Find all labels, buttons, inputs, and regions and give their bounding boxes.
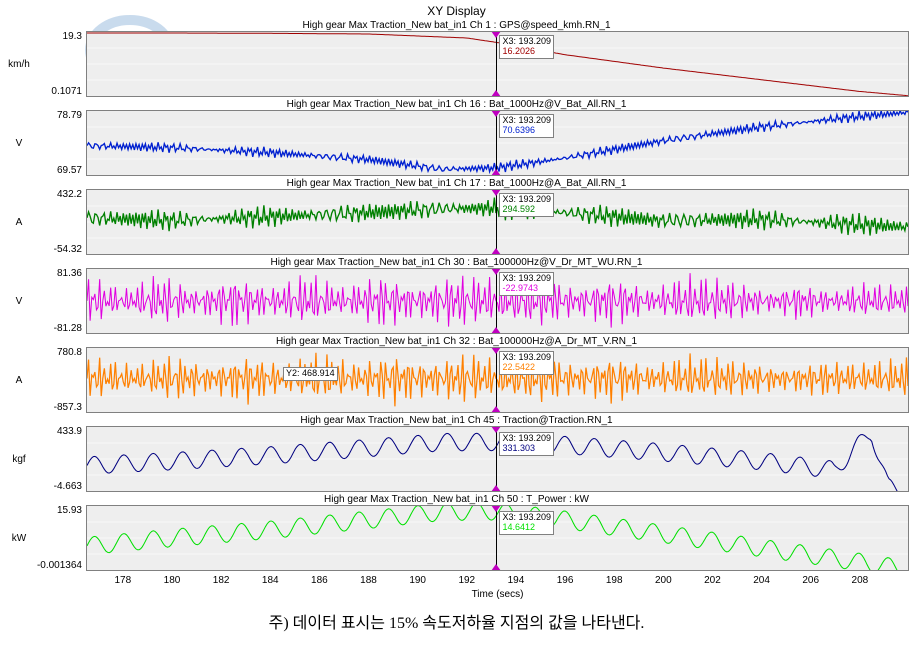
x-tick: 202 — [704, 575, 721, 586]
x-tick: 194 — [508, 575, 525, 586]
plot-area[interactable]: X3: 193.20914.6412 — [86, 505, 909, 571]
cursor-readout: X3: 193.20922.5422 — [499, 351, 554, 375]
chart-panel-4: High gear Max Traction_New bat_in1 Ch 32… — [4, 336, 909, 413]
plot-area[interactable]: X3: 193.209331.303 — [86, 426, 909, 492]
cursor-line[interactable] — [496, 32, 497, 96]
plot-area[interactable]: X3: 193.209-22.9743 — [86, 268, 909, 334]
plot-area[interactable]: X3: 193.20916.2026 — [86, 31, 909, 97]
y-min: -857.3 — [54, 402, 82, 413]
chart-title: High gear Max Traction_New bat_in1 Ch 32… — [4, 336, 909, 347]
chart-panel-5: High gear Max Traction_New bat_in1 Ch 45… — [4, 415, 909, 492]
cursor-line[interactable] — [496, 348, 497, 412]
cursor-readout: X3: 193.209294.592 — [499, 193, 554, 217]
chart-panel-3: High gear Max Traction_New bat_in1 Ch 30… — [4, 257, 909, 334]
y-unit: kW — [4, 505, 34, 571]
y-labels: 15.93 -0.001364 — [34, 505, 86, 571]
cursor-line[interactable] — [496, 427, 497, 491]
chart-title: High gear Max Traction_New bat_in1 Ch 16… — [4, 99, 909, 110]
y-max: 433.9 — [57, 426, 82, 437]
chart-title: High gear Max Traction_New bat_in1 Ch 17… — [4, 178, 909, 189]
y-min: -81.28 — [54, 323, 82, 334]
plot-area[interactable]: X3: 193.20922.5422 Y2: 468.914 — [86, 347, 909, 413]
panels-region: High gear Max Traction_New bat_in1 Ch 1 … — [4, 20, 909, 571]
x-tick: 200 — [655, 575, 672, 586]
x-axis-label: Time (secs) — [86, 589, 909, 600]
cursor-readout: X3: 193.209331.303 — [499, 432, 554, 456]
cursor-readout: X3: 193.20970.6396 — [499, 114, 554, 138]
chart-title: High gear Max Traction_New bat_in1 Ch 45… — [4, 415, 909, 426]
y-min: -4.663 — [54, 481, 82, 492]
y-max: 780.8 — [57, 347, 82, 358]
xy-display-container: Keit KEIT KEIT KEIT KEIT KEIT KEIT XY Di… — [0, 0, 913, 633]
y-max: 15.93 — [57, 505, 82, 516]
y-unit: V — [4, 268, 34, 334]
x-ticks: 178 180 182 184 186 188 190 192 194 196 198 200 202 2… — [86, 573, 909, 587]
chart-title: High gear Max Traction_New bat_in1 Ch 50… — [4, 494, 909, 505]
y-min: -54.32 — [54, 244, 82, 255]
cursor-line[interactable] — [496, 190, 497, 254]
chart-panel-0: High gear Max Traction_New bat_in1 Ch 1 … — [4, 20, 909, 97]
x-tick: 196 — [557, 575, 574, 586]
y-unit: km/h — [4, 31, 34, 97]
cursor-readout: X3: 193.20916.2026 — [499, 35, 554, 59]
cursor-marker-bottom — [491, 327, 501, 334]
x-tick: 180 — [164, 575, 181, 586]
y-labels: 81.36 -81.28 — [34, 268, 86, 334]
y-labels: 433.9 -4.663 — [34, 426, 86, 492]
x-tick: 190 — [409, 575, 426, 586]
chart-panel-2: High gear Max Traction_New bat_in1 Ch 17… — [4, 178, 909, 255]
cursor-line[interactable] — [496, 269, 497, 333]
y-max: 19.3 — [63, 31, 82, 42]
y-min: 0.1071 — [51, 86, 82, 97]
y-min: 69.57 — [57, 165, 82, 176]
chart-title: High gear Max Traction_New bat_in1 Ch 30… — [4, 257, 909, 268]
x-tick: 204 — [753, 575, 770, 586]
x-tick: 192 — [458, 575, 475, 586]
cursor-marker-bottom — [491, 406, 501, 413]
y-max: 78.79 — [57, 110, 82, 121]
y-labels: 78.79 69.57 — [34, 110, 86, 176]
y-labels: 780.8 -857.3 — [34, 347, 86, 413]
x-tick: 186 — [311, 575, 328, 586]
x-tick: 198 — [606, 575, 623, 586]
x-axis: 178 180 182 184 186 188 190 192 194 196 198 200 202 2… — [86, 573, 909, 603]
y-max: 81.36 — [57, 268, 82, 279]
cursor-line[interactable] — [496, 506, 497, 570]
cursor-marker-bottom — [491, 485, 501, 492]
chart-title: High gear Max Traction_New bat_in1 Ch 1 … — [4, 20, 909, 31]
x-tick: 178 — [115, 575, 132, 586]
y-unit: A — [4, 189, 34, 255]
y-unit: A — [4, 347, 34, 413]
y-min: -0.001364 — [37, 560, 82, 571]
plot-area[interactable]: X3: 193.209294.592 — [86, 189, 909, 255]
cursor-readout: X3: 193.209-22.9743 — [499, 272, 554, 296]
cursor-marker-bottom — [491, 564, 501, 571]
cursor-readout: X3: 193.20914.6412 — [499, 511, 554, 535]
chart-panel-1: High gear Max Traction_New bat_in1 Ch 16… — [4, 99, 909, 176]
x-tick: 184 — [262, 575, 279, 586]
x-tick: 206 — [802, 575, 819, 586]
cursor-marker-bottom — [491, 169, 501, 176]
y-unit: V — [4, 110, 34, 176]
plot-area[interactable]: X3: 193.20970.6396 — [86, 110, 909, 176]
cursor-marker-bottom — [491, 248, 501, 255]
x-tick: 188 — [360, 575, 377, 586]
y-max: 432.2 — [57, 189, 82, 200]
footnote: 주) 데이터 표시는 15% 속도저하율 지점의 값을 나타낸다. — [4, 609, 909, 633]
extra-readout: Y2: 468.914 — [283, 367, 338, 381]
x-tick: 208 — [852, 575, 869, 586]
x-tick: 182 — [213, 575, 230, 586]
y-labels: 432.2 -54.32 — [34, 189, 86, 255]
y-unit: kgf — [4, 426, 34, 492]
cursor-line[interactable] — [496, 111, 497, 175]
chart-panel-6: High gear Max Traction_New bat_in1 Ch 50… — [4, 494, 909, 571]
y-labels: 19.3 0.1071 — [34, 31, 86, 97]
main-title: XY Display — [4, 4, 909, 18]
cursor-marker-bottom — [491, 90, 501, 97]
